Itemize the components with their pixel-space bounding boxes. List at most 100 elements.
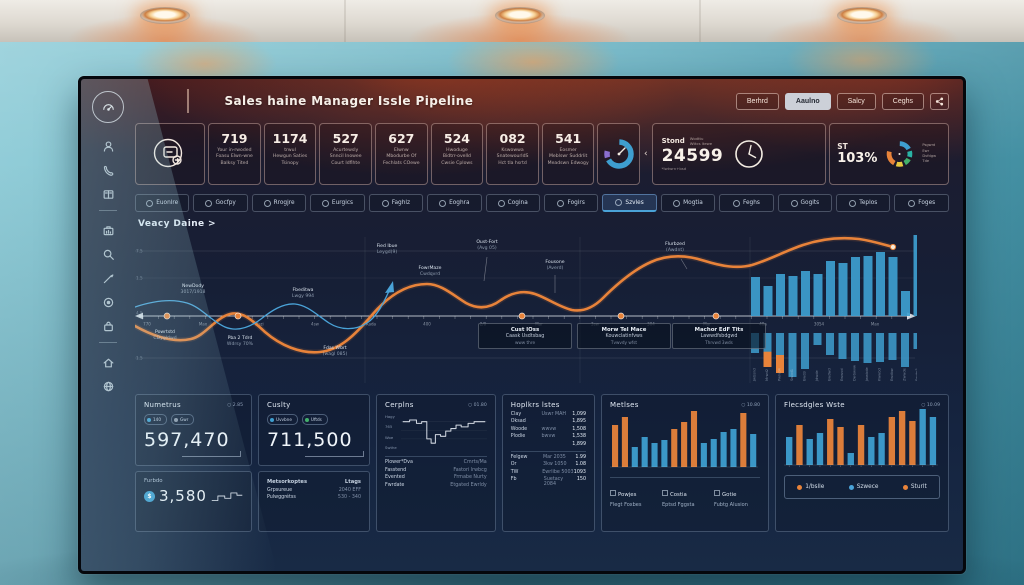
svg-text:Mrwd2: Mrwd2 (765, 369, 769, 381)
badge-label: Uftds (310, 417, 322, 422)
tab-rrogjre[interactable]: Rrogjre (251, 194, 307, 212)
table-row: Evented Frmabe Nurty (385, 475, 487, 480)
metlses-card: Metlses ○ 10.80 Powjes Flegt Foxbes Costia… (601, 394, 769, 532)
tab-fogirs[interactable]: Fogirs (543, 194, 599, 212)
tab-foges[interactable]: Foges (894, 194, 949, 212)
kpi-sub: Your in-rwoded Foasu Elwn-wne Balksy Tit… (215, 148, 253, 166)
col-header: Ltags (344, 479, 361, 486)
table-row: Fwrdate Etgated Ewrldy (385, 482, 487, 488)
cuslty-table: Grpsureue 2040 EFF Pulwggrétss 530 - 340 (267, 488, 361, 501)
header-button-ceghs[interactable]: Ceghs (881, 92, 924, 110)
dashboard: Sales haine Manager Issle Pipeline Berhr… (81, 79, 963, 571)
divider (610, 477, 760, 478)
cerplns-table: Plower*Dva Cmrts/Ma Fasstend Fastori lrwbcg… (385, 460, 487, 488)
metlses-bar-chart (610, 411, 758, 468)
cuslty-value: 711,500 (267, 429, 353, 451)
svg-text:Ewdwd: Ewdwd (828, 368, 832, 381)
pen-icon[interactable] (102, 270, 115, 284)
svg-text:Oust-Fort(Avg 05): Oust-Fort (Avg 05) (476, 239, 498, 251)
users-icon[interactable] (102, 138, 115, 152)
app-logo-icon[interactable] (92, 91, 124, 123)
item-title: Gotie (722, 492, 737, 498)
checkbox-icon[interactable] (714, 490, 720, 496)
header-button-aaulno[interactable]: Aaulno (784, 92, 831, 110)
tab-eoghra[interactable]: Eoghra (427, 194, 482, 212)
card-title: Cuslty (267, 401, 291, 409)
header-button-berhrd[interactable]: Berhrd (735, 92, 779, 110)
tab-gogits[interactable]: Gogits (777, 194, 833, 212)
metlses-item[interactable]: Gotie Fubtg Alusion (714, 481, 760, 508)
phone-icon[interactable] (102, 162, 115, 176)
kpi-card: 627 Elwnw Mbodurbe Of Fechlats COewe (374, 123, 428, 185)
tab-cogina[interactable]: Cogina (485, 194, 540, 212)
badge: 140 (144, 414, 167, 425)
metlses-item[interactable]: Powjes Flegt Foxbes (610, 481, 656, 508)
bottom-cards: Numetrus ○ 2.85 140 Gwr 597,470 Furbdo $ … (135, 394, 949, 532)
filter-tabs: Euonlre Gocfpy Rrogjre Eurgics Faghlz Eoghra C… (135, 194, 949, 212)
tab-eurgics[interactable]: Eurgics (310, 194, 365, 212)
legend-dot (848, 484, 854, 490)
legend-item: Szwece (848, 484, 879, 490)
card-meta: ○ 01.80 (468, 402, 487, 408)
svg-text:Fousone(Averd): Fousone (Averd) (545, 259, 564, 271)
svg-text:Max: Max (199, 322, 208, 327)
hoplkrs-table-bottom: Felgew Mar 2035 1.99 Or 3kw 1050 1.08 TW Ewrlib… (511, 455, 586, 488)
hoplkrs-card: Hoplkrs lstes Clay Uswr MAH 1,099 Oksad 1,89… (501, 394, 595, 532)
timeline-chart-section: Veacy Daine > 7.5 1.5 4.5 1.5 770 Max Wszi 4sw K… (135, 219, 949, 389)
ceiling-light (495, 7, 545, 24)
header-button-salcy[interactable]: Salcy (836, 92, 876, 110)
legend-label: 1/bslle (805, 484, 825, 490)
tab-circle-icon (615, 199, 623, 206)
header: Sales haine Manager Issle Pipeline Berhr… (135, 79, 949, 123)
share-icon (935, 97, 944, 105)
bag-icon[interactable] (102, 318, 115, 332)
stond-sub: *Iwtwrn+bsd (661, 166, 687, 172)
tab-teplos[interactable]: Teplos (836, 194, 891, 212)
divider (510, 450, 586, 452)
tab-mogtia[interactable]: Mogtia (660, 194, 716, 212)
home-icon[interactable] (102, 354, 115, 368)
checkbox-icon[interactable] (610, 490, 616, 496)
svg-text:Fdas Wbrt(wagl 085): Fdas Wbrt (wagl 085) (323, 345, 348, 357)
numetrus-card: Numetrus ○ 2.85 140 Gwr 597,470 (135, 394, 252, 467)
tab-euonlre[interactable]: Euonlre (135, 194, 190, 212)
globe-icon[interactable] (102, 378, 115, 392)
svg-text:1.5: 1.5 (136, 356, 143, 361)
step-chart-ylabels: Hagy 765 Woe Swthe (385, 414, 397, 450)
metlses-item[interactable]: Costia Eptsd Fggsta (662, 481, 708, 508)
target-icon[interactable] (102, 294, 115, 308)
item-sub: Fubtg Alusion (714, 502, 748, 508)
share-button[interactable] (930, 92, 949, 110)
kpi-card: 524 Hwoduge Bidtrr-ovelld Cwsie Cplows (430, 123, 484, 185)
collapse-chevron[interactable]: ‹ (643, 149, 648, 159)
table-row: Woode wwvw 1,508 (510, 426, 587, 432)
flecsdgles-card: Flecsdgles Wste ○ 10.09 1/bslle Szwece St… (775, 394, 949, 532)
checkbox-icon[interactable] (662, 490, 668, 496)
badge-dot (270, 417, 274, 422)
card-meta: ○ 2.85 (227, 402, 243, 408)
card-meta: ○ 10.80 (741, 402, 760, 408)
card-title: Cerplns (385, 401, 414, 409)
kpi-sub: Eosmer Meblswr Suddrlit Meadswn Edwogy (547, 148, 589, 166)
tab-feghs[interactable]: Feghs (719, 194, 774, 212)
badge-label: Uvvbne (276, 417, 292, 422)
numetrus-value: 597,470 (144, 429, 230, 451)
kpi-card: 541 Eosmer Meblswr Suddrlit Meadswn Edwog… (541, 123, 595, 185)
badge-label: Gwr (180, 417, 189, 422)
milestone-box: Morw Tel Mace Kouwclatinfvws Tvwvdy wfst (577, 323, 671, 349)
tab-szvles[interactable]: Szvles (602, 194, 657, 212)
card-title: Hoplkrs lstes (510, 401, 560, 409)
ceiling-light (837, 7, 887, 24)
tab-gocfpy[interactable]: Gocfpy (193, 194, 248, 212)
briefcase-chart-icon[interactable] (102, 222, 115, 236)
book-icon[interactable] (102, 186, 115, 199)
tab-faghlz[interactable]: Faghlz (368, 194, 424, 212)
search-icon[interactable] (102, 246, 115, 260)
kpi-row: 719 Your in-rwoded Foasu Elwn-wne Balksy … (135, 123, 950, 185)
svg-text:Ewd3: Ewd3 (803, 371, 807, 381)
hoplkrs-table-top: Clay Uswr MAH 1,099 Oksad 1,895 Woode wwvw 1,50… (511, 412, 586, 447)
tab-circle-icon (557, 199, 565, 207)
svg-text:4sw: 4sw (311, 322, 320, 327)
